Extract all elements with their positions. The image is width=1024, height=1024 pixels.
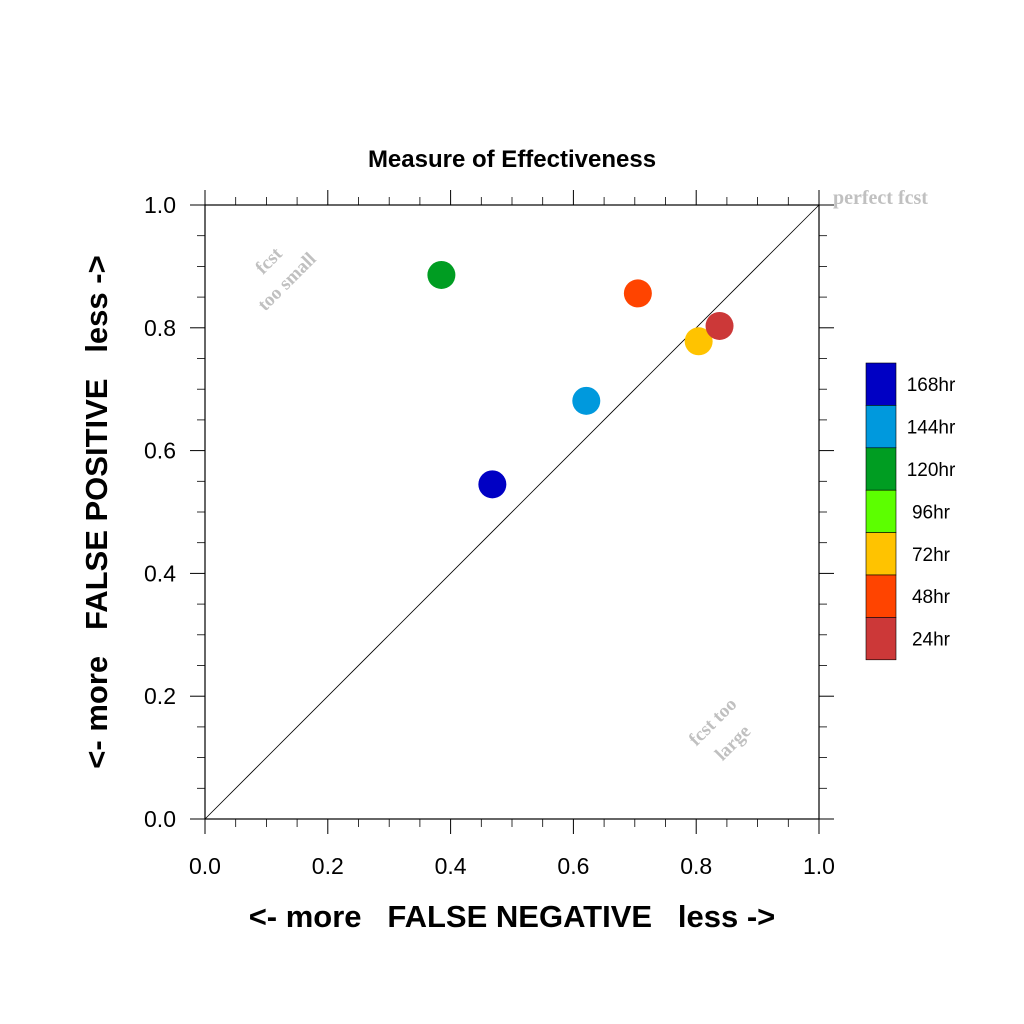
data-point-72hr	[684, 327, 713, 356]
legend-swatch-144hr	[865, 405, 897, 449]
perfect-forecast-annotation: perfect fcst	[833, 187, 928, 209]
x-axis-label: <- more FALSE NEGATIVE less ->	[249, 899, 776, 934]
x-tick-label: 0.2	[312, 853, 344, 879]
legend-label: 48hr	[912, 587, 951, 608]
y-tick-label: 0.2	[144, 683, 176, 709]
legend-label: 144hr	[907, 418, 956, 439]
x-tick-label: 0.6	[557, 853, 589, 879]
legend-swatch-120hr	[865, 447, 897, 491]
x-tick-label: 0.4	[435, 853, 467, 879]
y-tick-label: 0.8	[144, 315, 176, 341]
y-tick-label: 0.4	[144, 560, 176, 586]
legend-label: 168hr	[907, 375, 956, 396]
legend-label: 72hr	[912, 545, 951, 566]
data-point-24hr	[705, 311, 734, 340]
legend-label: 96hr	[912, 502, 951, 523]
perfect-forecast-diagonal	[204, 204, 820, 820]
y-tick-label: 0.0	[144, 806, 176, 832]
y-tick-label: 0.6	[144, 438, 176, 464]
x-tick-label: 0.0	[189, 853, 221, 879]
data-point-168hr	[478, 470, 507, 499]
data-point-48hr	[623, 279, 652, 308]
legend-swatch-48hr	[865, 574, 897, 618]
y-tick-label: 1.0	[144, 192, 176, 218]
data-point-120hr	[427, 260, 456, 289]
legend-swatch-24hr	[865, 617, 897, 661]
data-point-144hr	[572, 386, 601, 415]
x-tick-label: 0.8	[680, 853, 712, 879]
legend-label: 120hr	[907, 460, 956, 481]
y-axis-label: <- more FALSE POSITIVE less ->	[79, 255, 114, 768]
legend-swatch-96hr	[865, 489, 897, 533]
legend-label: 24hr	[912, 630, 951, 651]
chart-title: Measure of Effectiveness	[368, 146, 656, 173]
legend-swatch-72hr	[865, 532, 897, 576]
legend-swatch-168hr	[865, 362, 897, 406]
x-tick-label: 1.0	[803, 853, 835, 879]
